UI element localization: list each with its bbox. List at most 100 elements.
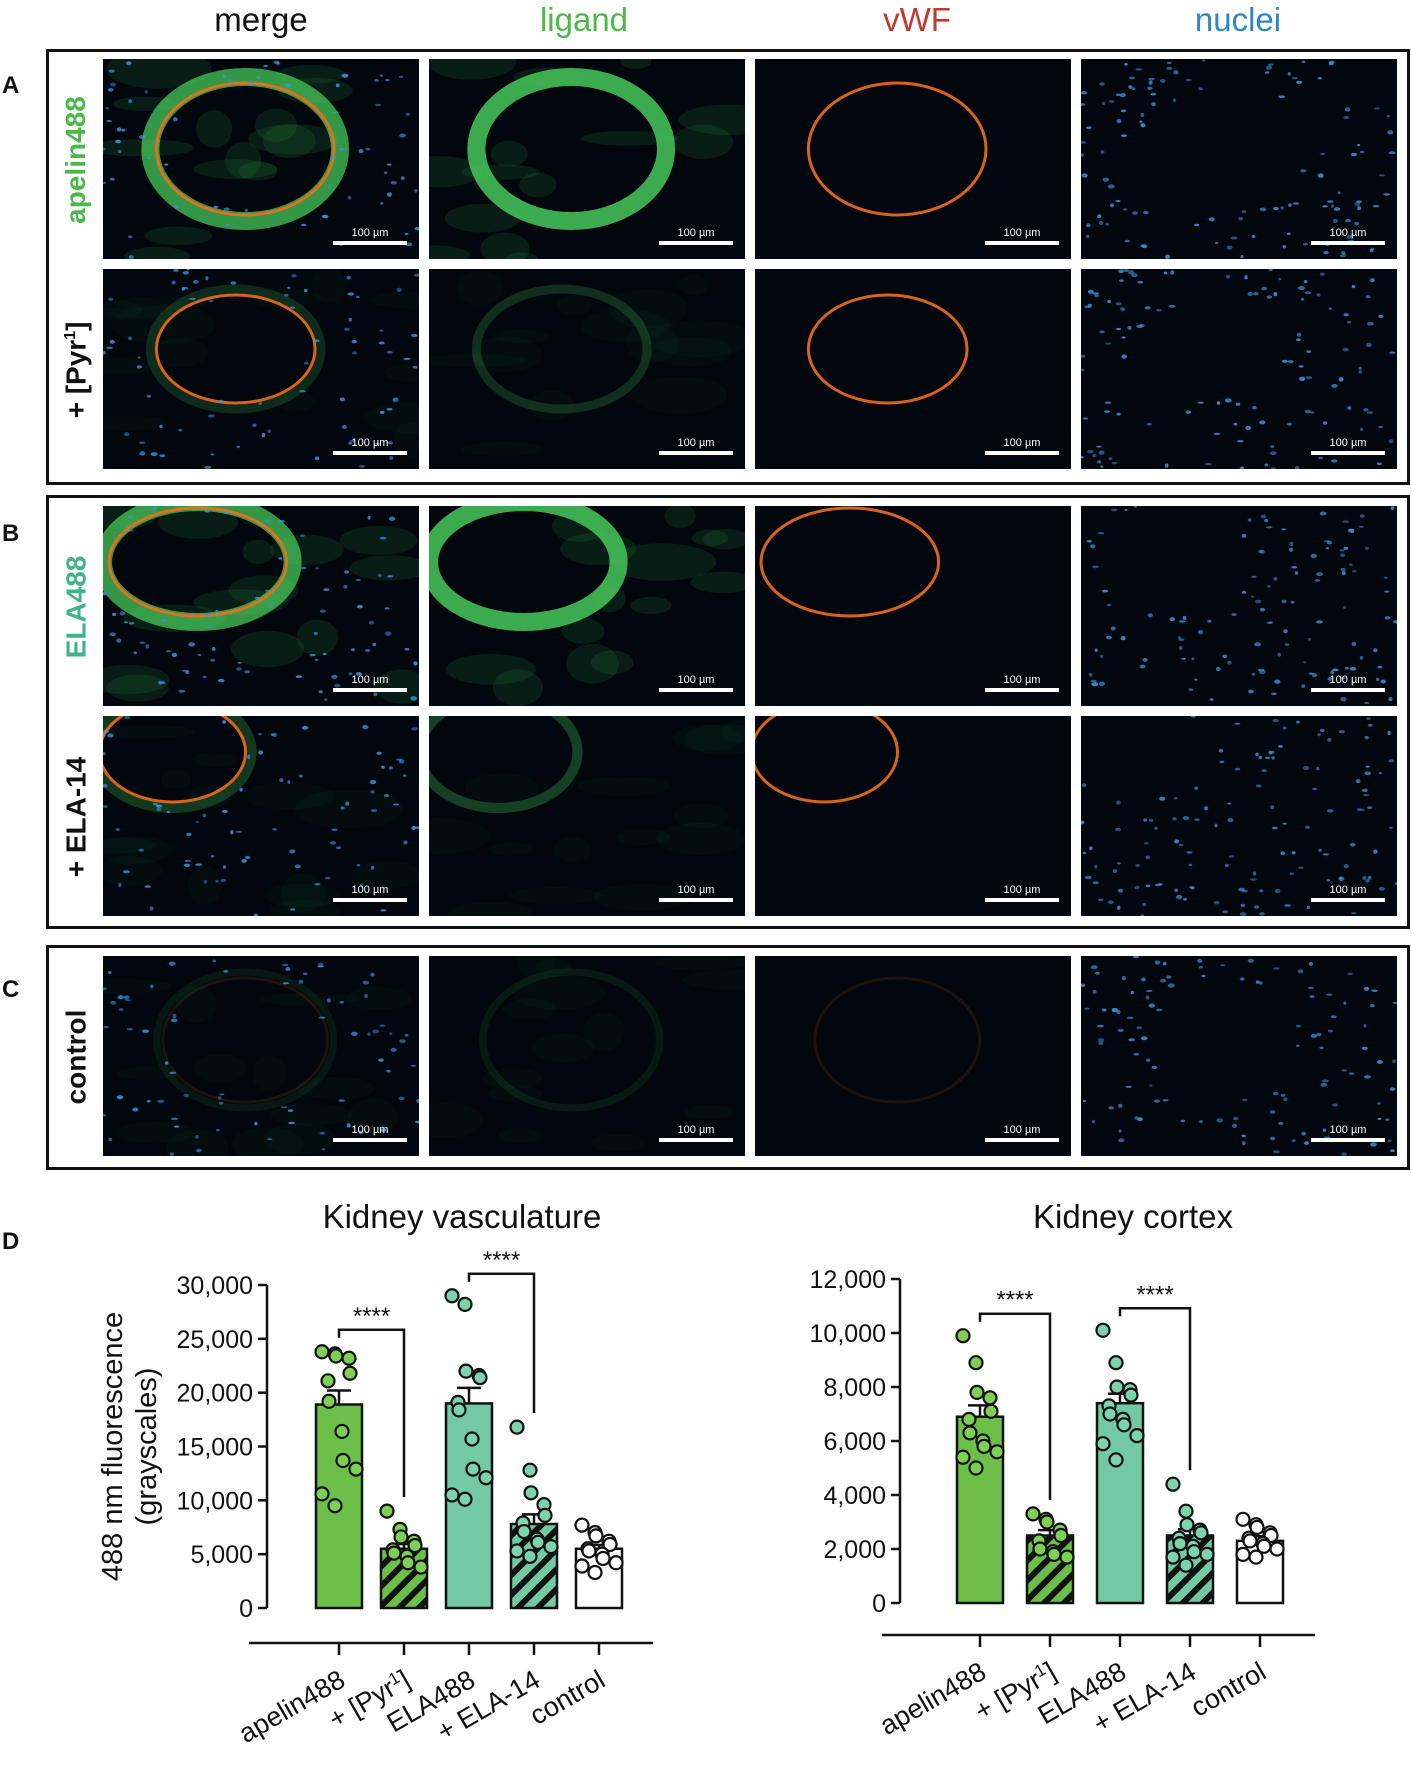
scale-bar-label: 100 µm xyxy=(677,1124,715,1136)
data-point xyxy=(1108,1452,1124,1468)
significance-bracket xyxy=(1118,1307,1192,1471)
data-point xyxy=(523,1485,539,1501)
scale-bar-label: 100 µm xyxy=(1329,227,1367,239)
scale-bar: 100 µm xyxy=(985,437,1059,455)
data-point xyxy=(458,1363,474,1379)
chart-title: Kidney cortex xyxy=(1033,1198,1233,1235)
scale-bar-line xyxy=(333,451,407,455)
data-point xyxy=(968,1355,984,1371)
scale-bar: 100 µm xyxy=(333,437,407,455)
micrograph-apelin-merge: 100 µm xyxy=(103,59,419,259)
column-header-vwf: vWF xyxy=(883,1,951,38)
data-point xyxy=(393,1529,409,1545)
data-point xyxy=(327,1498,343,1514)
pyr-suffix: ] xyxy=(60,321,91,331)
scale-bar-label: 100 µm xyxy=(677,884,715,896)
pyr-sup: 1 xyxy=(61,330,79,340)
scale-bar-label: 100 µm xyxy=(1329,884,1367,896)
data-point xyxy=(335,1452,351,1469)
scale-bar-label: 100 µm xyxy=(351,884,389,896)
scale-bar-line xyxy=(659,451,733,455)
scale-bar: 100 µm xyxy=(333,1124,407,1142)
scale-bar-line xyxy=(333,1138,407,1142)
row-label-control: control xyxy=(60,1009,92,1105)
micrograph-ela14-nuclei: 100 µm xyxy=(1081,716,1397,916)
micrograph-image xyxy=(755,716,899,804)
scale-bar: 100 µm xyxy=(659,884,733,902)
data-point xyxy=(1165,1549,1181,1565)
data-point xyxy=(444,1487,460,1503)
micrograph-image xyxy=(103,269,419,469)
data-point xyxy=(1249,1519,1265,1535)
panel-letter-a: A xyxy=(2,72,20,99)
data-point xyxy=(1235,1546,1251,1562)
scale-bar-line xyxy=(659,688,733,692)
data-point xyxy=(341,1350,357,1366)
data-point xyxy=(1095,1322,1111,1338)
data-point xyxy=(1235,1511,1251,1527)
micrograph-ela-ligand: 100 µm xyxy=(429,506,745,706)
micrograph-ela-merge: 100 µm xyxy=(103,506,419,706)
chart-kidney-vasculature: Kidney vasculature 0 5,000 10,000 15,000 20,0… xyxy=(100,1198,653,1749)
data-point xyxy=(1248,1549,1264,1565)
y-tick-label: 25,000 xyxy=(177,1326,253,1354)
data-point xyxy=(328,1348,344,1364)
scale-bar-label: 100 µm xyxy=(677,227,715,239)
y-tick-label: 0 xyxy=(872,1590,886,1618)
data-point xyxy=(982,1390,998,1406)
data-point xyxy=(465,1461,481,1477)
data-point xyxy=(1102,1406,1118,1422)
scale-bar: 100 µm xyxy=(659,227,733,245)
micrograph-ela14-ligand: 100 µm xyxy=(429,716,745,916)
scale-bar-line xyxy=(659,1138,733,1142)
scale-bar-line xyxy=(1311,898,1385,902)
data-point xyxy=(1193,1525,1209,1541)
scale-bar-line xyxy=(1311,1138,1385,1142)
data-point xyxy=(386,1545,402,1561)
significance-bracket xyxy=(467,1272,536,1414)
data-point xyxy=(602,1536,618,1553)
column-header-merge: merge xyxy=(214,1,308,38)
data-point xyxy=(1053,1527,1069,1544)
data-point xyxy=(1109,1379,1125,1395)
scale-bar: 100 µm xyxy=(659,674,733,692)
x-tick-label: control xyxy=(1186,1656,1271,1723)
data-point xyxy=(1269,1541,1285,1557)
micrograph-pyr-ligand: 100 µm xyxy=(429,269,745,469)
micrograph-ctrl-nuclei: 100 µm xyxy=(1081,956,1397,1156)
y-tick-label: 0 xyxy=(239,1595,253,1623)
micrograph-ela-nuclei: 100 µm xyxy=(1081,506,1397,706)
data-point xyxy=(588,1528,604,1544)
y-tick-label: 10,000 xyxy=(810,1320,886,1348)
data-point xyxy=(976,1438,992,1454)
y-tick-label: 4,000 xyxy=(823,1482,886,1510)
data-point xyxy=(983,1403,999,1419)
micrograph-ela-vwf: 100 µm xyxy=(755,506,1071,706)
micrograph-ctrl-vwf: 100 µm xyxy=(755,956,1071,1156)
micrograph-pyr-vwf: 100 µm xyxy=(755,269,1071,469)
data-point xyxy=(509,1419,525,1435)
scale-bar-label: 100 µm xyxy=(1003,674,1041,686)
data-point xyxy=(587,1564,603,1581)
scale-bar-line xyxy=(985,451,1059,455)
scale-bar-line xyxy=(985,898,1059,902)
data-point xyxy=(413,1559,429,1575)
data-point xyxy=(1178,1503,1194,1519)
scale-bar: 100 µm xyxy=(659,1124,733,1142)
column-header-ligand: ligand xyxy=(539,1,629,38)
micrograph-image xyxy=(429,271,745,457)
y-axis-label-line: 488 nm fluorescence xyxy=(100,1312,129,1581)
micrograph-apelin-ligand: 100 µm xyxy=(429,59,745,259)
y-tick-label: 6,000 xyxy=(823,1428,886,1456)
scale-bar-line xyxy=(659,898,733,902)
micrograph-image xyxy=(813,976,982,1104)
data-point xyxy=(1172,1536,1188,1552)
data-point xyxy=(1165,1476,1181,1492)
data-point xyxy=(1186,1544,1202,1560)
y-tick-label: 5,000 xyxy=(190,1541,253,1569)
micrograph-image xyxy=(103,506,419,704)
scale-bar-line xyxy=(1311,688,1385,692)
data-point xyxy=(581,1543,597,1559)
data-point xyxy=(1025,1506,1041,1522)
scale-bar: 100 µm xyxy=(1311,674,1385,692)
